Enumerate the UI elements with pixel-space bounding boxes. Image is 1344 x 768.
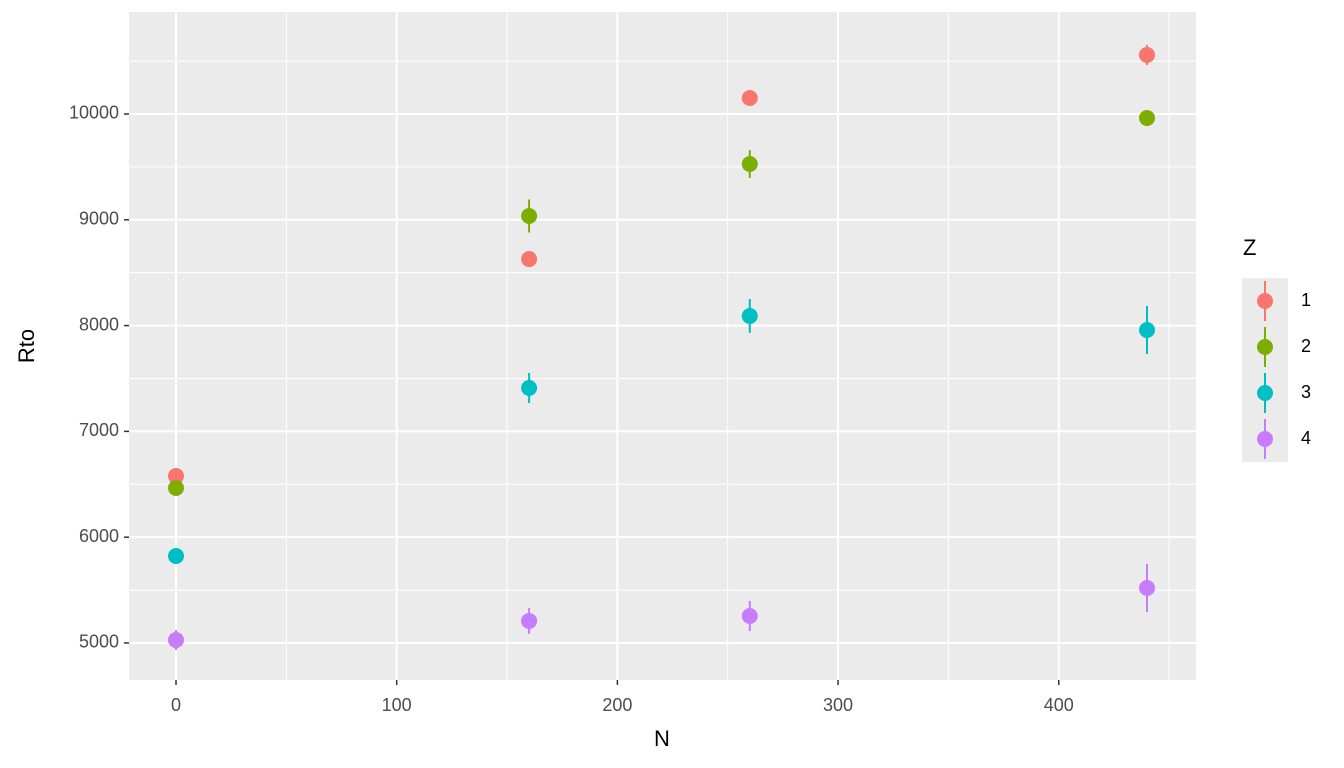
x-tick-label: 100 bbox=[382, 695, 412, 715]
point bbox=[1139, 46, 1156, 63]
y-tick-label: 8000 bbox=[79, 314, 119, 334]
y-axis-title: Rto bbox=[14, 329, 39, 363]
point bbox=[521, 251, 538, 268]
x-tick-label: 300 bbox=[823, 695, 853, 715]
point bbox=[521, 207, 538, 224]
x-tick-label: 200 bbox=[602, 695, 632, 715]
legend-key-point bbox=[1257, 385, 1273, 401]
legend-label: 4 bbox=[1301, 428, 1311, 448]
point bbox=[168, 632, 185, 649]
point bbox=[168, 468, 185, 485]
y-tick-label: 5000 bbox=[79, 632, 119, 652]
x-tick-label: 400 bbox=[1044, 695, 1074, 715]
y-tick-label: 10000 bbox=[69, 103, 119, 123]
legend-key-point bbox=[1257, 431, 1273, 447]
x-tick-label: 0 bbox=[171, 695, 181, 715]
point bbox=[741, 90, 758, 107]
point bbox=[168, 548, 185, 565]
point bbox=[741, 607, 758, 624]
point bbox=[741, 307, 758, 324]
plot-panel bbox=[129, 12, 1196, 680]
point bbox=[1139, 322, 1156, 339]
point bbox=[521, 380, 538, 397]
y-tick-label: 7000 bbox=[79, 420, 119, 440]
y-tick-label: 9000 bbox=[79, 209, 119, 229]
legend-title: Z bbox=[1243, 235, 1256, 260]
legend-label: 3 bbox=[1301, 382, 1311, 402]
y-tick-label: 6000 bbox=[79, 526, 119, 546]
point bbox=[741, 156, 758, 173]
x-axis-title: N bbox=[654, 726, 670, 751]
point bbox=[1139, 110, 1156, 127]
legend-label: 1 bbox=[1301, 290, 1311, 310]
point bbox=[168, 479, 185, 496]
point bbox=[1139, 579, 1156, 596]
legend-key-point bbox=[1257, 293, 1273, 309]
legend-label: 2 bbox=[1301, 336, 1311, 356]
point bbox=[521, 612, 538, 629]
legend-key-point bbox=[1257, 339, 1273, 355]
